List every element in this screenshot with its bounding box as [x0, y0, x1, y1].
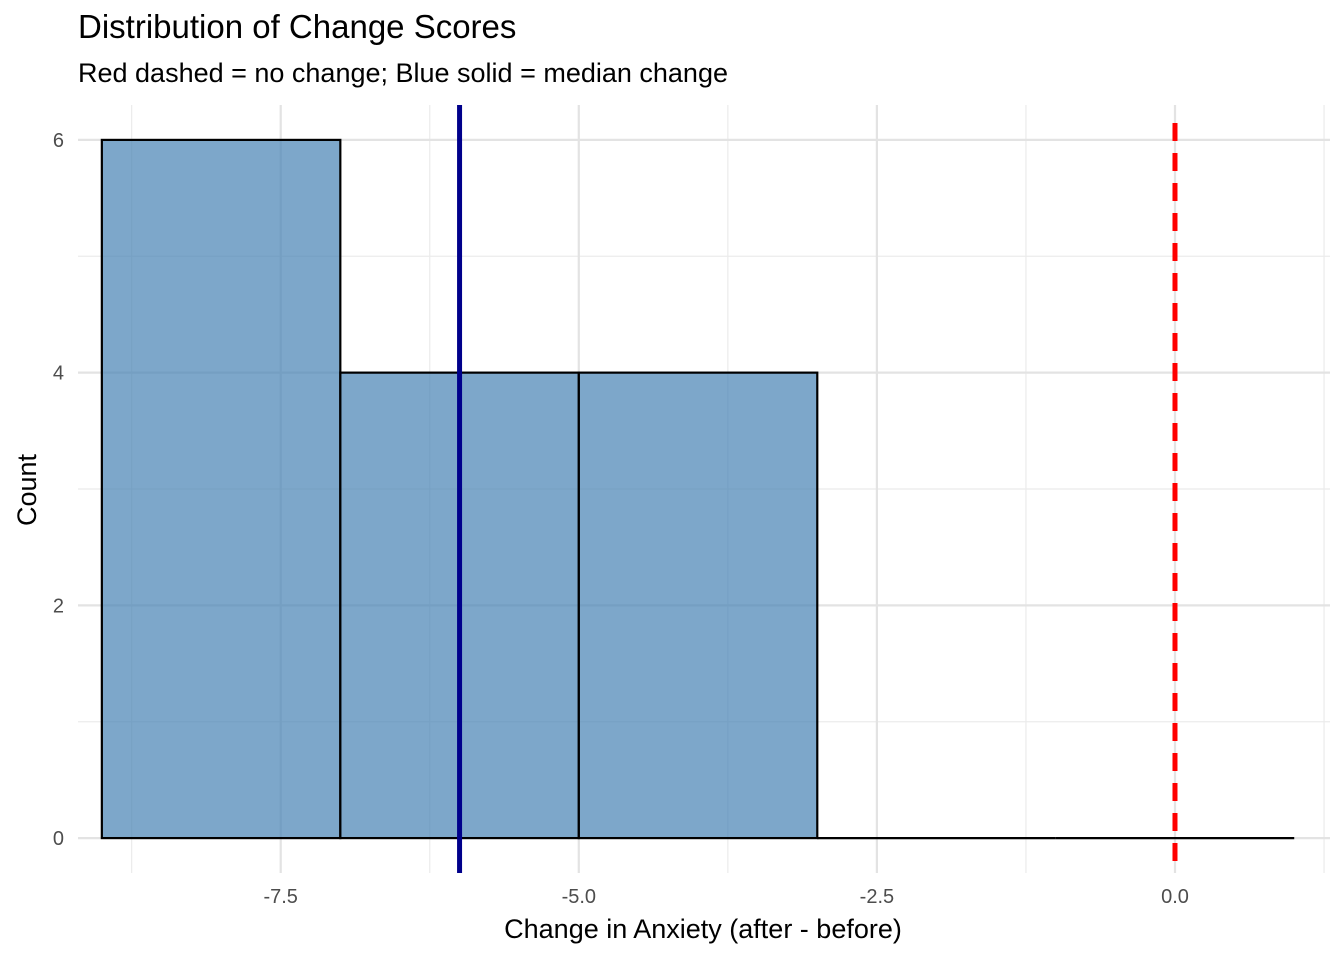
y-axis-title: Count: [12, 453, 42, 526]
x-tick-label: -2.5: [860, 886, 894, 908]
y-tick-label: 2: [53, 595, 64, 617]
y-tick-label: 4: [53, 363, 64, 385]
x-tick-label: -7.5: [263, 886, 297, 908]
chart-subtitle: Red dashed = no change; Blue solid = med…: [78, 58, 728, 88]
x-tick-label: -5.0: [562, 886, 596, 908]
histogram-bar: [577, 371, 819, 840]
chart-title: Distribution of Change Scores: [78, 8, 517, 45]
y-tick-label: 6: [53, 130, 64, 152]
x-axis-title: Change in Anxiety (after - before): [504, 914, 902, 944]
x-tick-label: 0.0: [1161, 886, 1189, 908]
histogram-bars: [100, 138, 1295, 840]
y-axis-ticks: 0 2 4 6: [53, 130, 64, 850]
x-axis-ticks: -7.5 -5.0 -2.5 0.0: [263, 886, 1188, 908]
histogram-bar: [100, 138, 342, 840]
reference-lines: [457, 105, 1178, 873]
y-tick-label: 0: [53, 828, 64, 850]
